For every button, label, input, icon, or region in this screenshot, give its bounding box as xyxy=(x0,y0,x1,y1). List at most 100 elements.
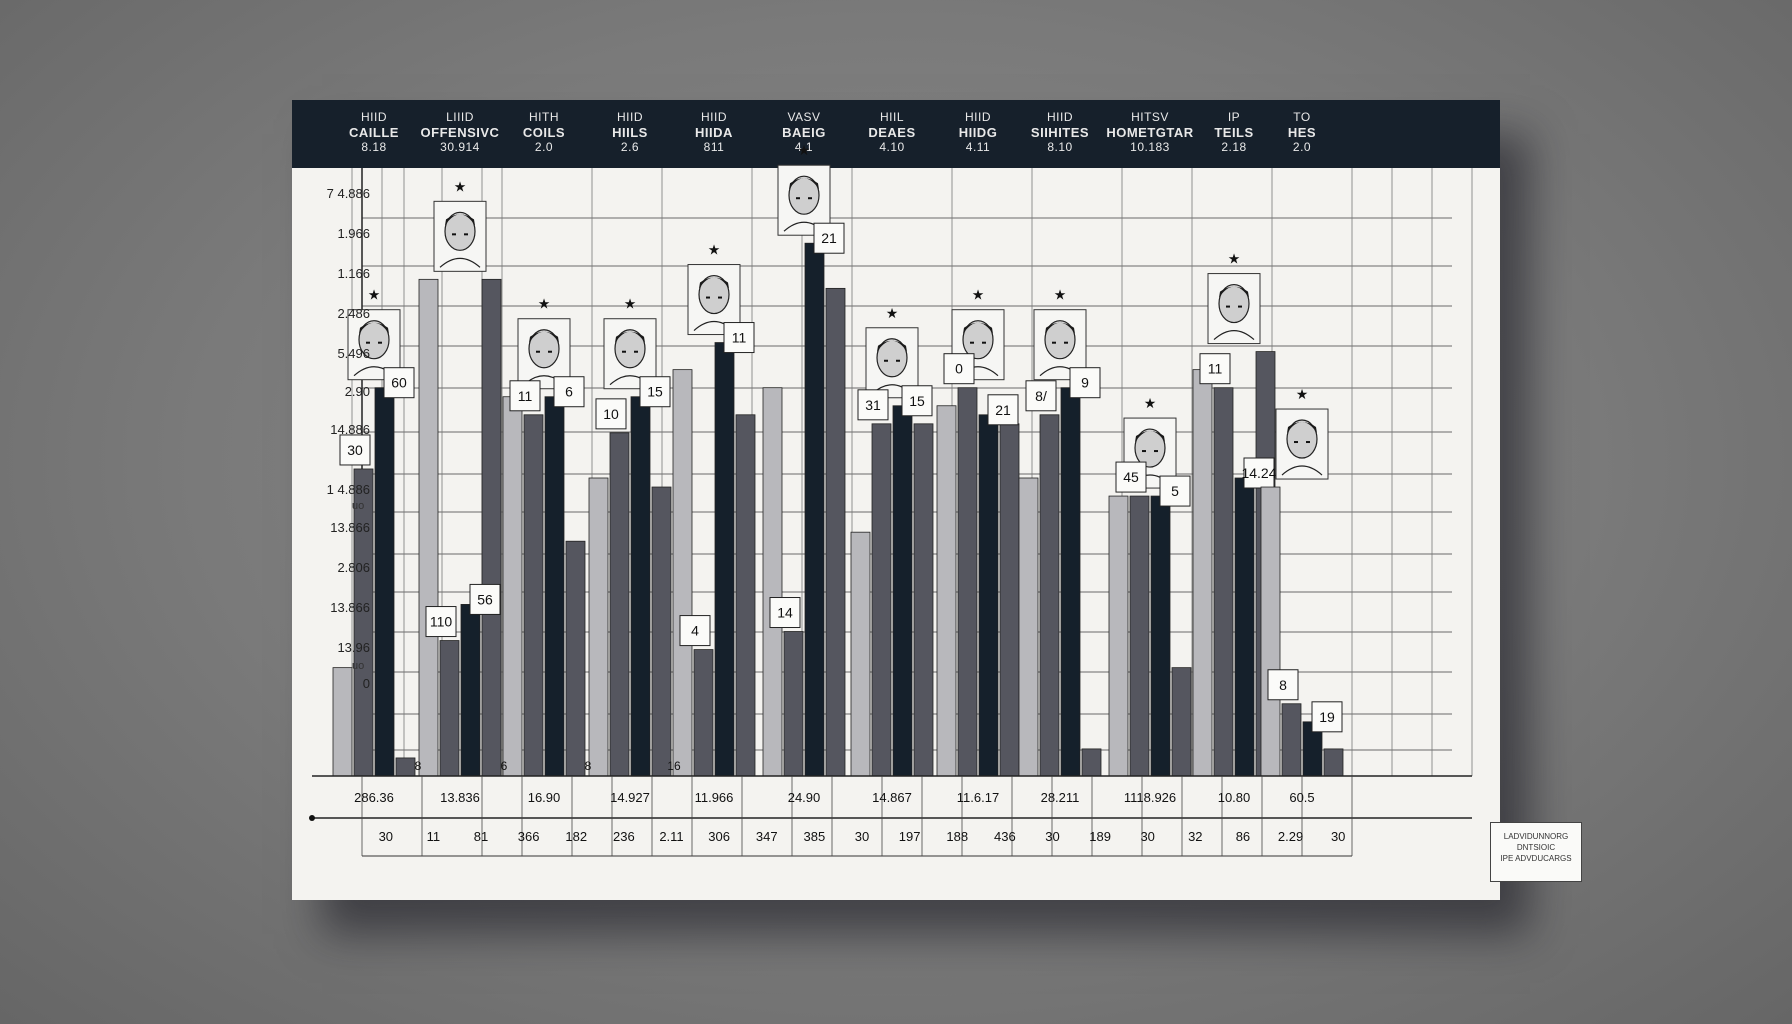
value-label: 8/ xyxy=(1035,388,1047,404)
value-label: 14 xyxy=(777,605,793,621)
header-label: SIIHITES xyxy=(1030,125,1090,140)
bar xyxy=(1260,486,1281,777)
bar xyxy=(913,423,934,777)
bar xyxy=(978,414,999,777)
bar xyxy=(523,414,544,777)
bar xyxy=(481,278,502,777)
bottom-cell: 10.80 xyxy=(1217,790,1251,805)
value-label: 31 xyxy=(865,397,881,413)
bar xyxy=(630,396,651,777)
bar xyxy=(871,423,892,777)
y-tick-label: 2.486 xyxy=(337,306,370,321)
star-icon: ★ xyxy=(454,178,467,194)
bar xyxy=(544,396,565,777)
bar xyxy=(1234,477,1255,777)
header-label: 8.18 xyxy=(361,140,387,154)
value-label-box xyxy=(943,353,975,385)
bottom-subcell: 30 xyxy=(1140,829,1155,844)
bar xyxy=(693,649,714,777)
y-tick-label: 2.90 xyxy=(344,384,370,399)
bottom-cell: 13.836 xyxy=(440,790,480,805)
bar xyxy=(762,387,783,777)
bottom-subcell: 385 xyxy=(803,829,826,844)
bottom-subcell: 2.11 xyxy=(659,829,684,844)
bar xyxy=(395,757,416,777)
star-icon: ★ xyxy=(368,287,381,303)
value-label-box xyxy=(1069,367,1101,399)
header-label: 2.6 xyxy=(620,140,640,154)
legend-line: IPE ADVDUCARGS xyxy=(1500,854,1572,863)
header-label: TO xyxy=(1293,110,1311,124)
chart-card: HIID CAILLE 8.18 LIIID OFFENSIVC 30.914 HITH CO… xyxy=(292,100,1582,900)
y-tick-label: 2.806 xyxy=(337,560,370,575)
bottom-subcell: 236 xyxy=(613,829,635,844)
header-column: HITSV HOMETGTAR 10.183 xyxy=(1102,110,1198,155)
star-icon: ★ xyxy=(886,305,899,321)
y-tick-label: 5.496 xyxy=(337,346,370,361)
value-label: 21 xyxy=(995,402,1011,418)
y-tick-label: 13.866 xyxy=(330,600,370,615)
header-label: 4.10 xyxy=(879,140,905,154)
bottom-subcell: 366 xyxy=(517,829,540,844)
value-label: 11 xyxy=(518,388,533,404)
value-label: 6 xyxy=(565,384,573,400)
header-column: HIIL DEAES 4.10 xyxy=(844,110,940,155)
bar xyxy=(353,468,374,777)
bottom-cell: 28.211 xyxy=(1040,790,1080,805)
value-label-box xyxy=(679,615,711,647)
bar xyxy=(1108,495,1129,777)
y-minor-label: uo xyxy=(352,500,365,512)
legend-line: LADVIDUNNORG xyxy=(1503,832,1569,841)
value-label-box xyxy=(339,434,371,466)
star-icon: ★ xyxy=(1296,386,1309,402)
bottom-subcell: 2.29 xyxy=(1277,829,1304,844)
bar xyxy=(1129,495,1150,777)
value-label: 56 xyxy=(477,591,493,607)
bar xyxy=(999,423,1020,777)
bar xyxy=(825,287,846,777)
header-column: TO HES 2.0 xyxy=(1254,110,1350,155)
header-label: IP xyxy=(1227,110,1241,124)
header-label: HIID xyxy=(701,110,727,124)
player-portrait-icon xyxy=(603,318,657,390)
bar xyxy=(892,405,913,777)
y-tick-label: 1.166 xyxy=(337,266,370,281)
value-label: 9 xyxy=(1081,375,1089,391)
value-label-box xyxy=(901,385,933,417)
star-icon: ★ xyxy=(538,296,551,312)
header-label: 2.0 xyxy=(1292,140,1312,154)
bar xyxy=(1060,387,1081,777)
bar xyxy=(460,604,481,777)
bar xyxy=(1150,495,1171,777)
value-label-box xyxy=(1243,457,1275,489)
star-icon: ★ xyxy=(1054,287,1067,303)
bottom-cell: 14.867 xyxy=(872,790,912,805)
player-portrait-icon xyxy=(1275,408,1329,480)
header-column: HIID HIILS 2.6 xyxy=(582,110,678,155)
header-label: CAILLE xyxy=(349,125,399,140)
y-tick-label: 1.966 xyxy=(337,226,370,241)
bottom-subcell: 189 xyxy=(1089,829,1111,844)
header-column: HITH COILS 2.0 xyxy=(496,110,592,155)
star-icon: ★ xyxy=(972,287,985,303)
bottom-subcell: 347 xyxy=(755,829,778,844)
value-label-box xyxy=(553,376,585,408)
y-tick-label: 1 4.886 xyxy=(326,482,370,497)
value-label: 8 xyxy=(1279,677,1287,693)
value-label: 60 xyxy=(391,375,407,391)
bar xyxy=(1213,387,1234,777)
header-label: HITSV xyxy=(1131,110,1169,124)
header-label: 10.183 xyxy=(1130,140,1170,154)
bar xyxy=(714,342,735,777)
header-column: HIID CAILLE 8.18 xyxy=(326,110,422,155)
bottom-subcell: 188 xyxy=(946,829,969,844)
header-label: HIID xyxy=(361,110,387,124)
bar xyxy=(439,640,460,777)
bar xyxy=(672,369,693,777)
player-portrait-icon xyxy=(1207,273,1261,345)
header-label: LIIID xyxy=(446,110,474,124)
value-label-box xyxy=(469,583,501,615)
value-label-box xyxy=(1199,353,1231,385)
header-column: VASV BAEIG 4.1 xyxy=(756,110,852,155)
header-label: 2.18 xyxy=(1221,140,1247,154)
